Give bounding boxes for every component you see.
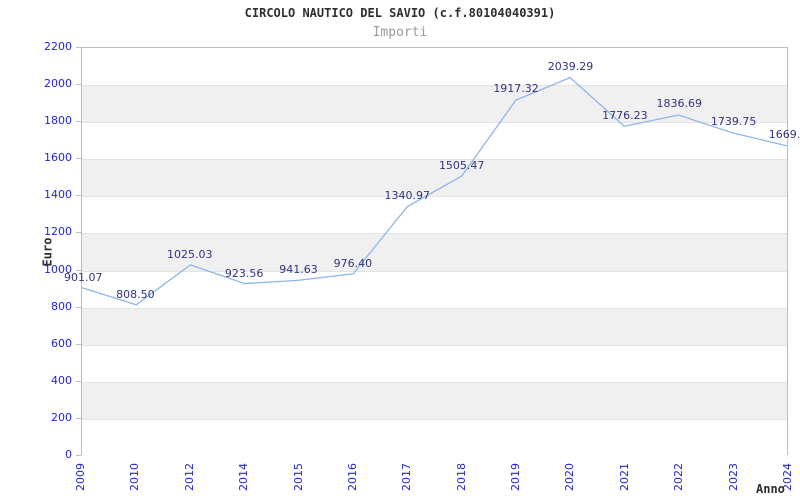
grid-band (82, 418, 787, 456)
data-point-label: 1776.23 (602, 108, 648, 122)
line-series-svg (81, 76, 788, 306)
y-tick-mark (76, 417, 81, 419)
grid-band (82, 381, 787, 419)
data-point-label: 901.07 (64, 270, 103, 284)
x-tick-label: 2024 (781, 463, 794, 491)
grid-line (82, 85, 787, 87)
x-tick-label: 2022 (672, 463, 686, 491)
plot-area (81, 47, 788, 456)
data-point-label: 1340.97 (384, 189, 431, 203)
grid-band (82, 196, 787, 234)
grid-line (82, 122, 787, 124)
data-point-label: 941.63 (279, 263, 318, 277)
data-point-label: 1505.47 (438, 158, 485, 172)
x-tick-label: 2023 (726, 463, 740, 491)
y-tick-mark (76, 269, 81, 271)
y-tick-mark (76, 47, 81, 48)
data-point-label: 808.50 (116, 288, 155, 302)
data-point-label: 923.56 (224, 266, 264, 280)
grid-line (82, 196, 787, 198)
y-tick-mark (76, 158, 81, 160)
x-tick-label: 2015 (291, 463, 305, 491)
grid-line (82, 233, 787, 235)
chart-title: CIRCOLO NAUTICO DEL SAVIO (c.f.801040403… (244, 6, 556, 20)
data-point-label: 1836.69 (656, 97, 702, 111)
x-axis-title: Anno (756, 482, 785, 496)
data-point-label: 1917.32 (493, 82, 539, 96)
y-tick-mark (76, 306, 81, 308)
y-tick-label: 1800 (44, 114, 72, 128)
chart-subtitle: Importi (372, 25, 428, 40)
y-tick-label: 2000 (44, 77, 72, 91)
x-tick-label: 2021 (617, 463, 631, 491)
y-tick-mark (76, 232, 81, 234)
y-tick-mark (76, 195, 81, 197)
grid-line (82, 307, 787, 309)
y-tick-mark (76, 380, 81, 382)
y-tick-label: 1600 (44, 151, 72, 165)
y-tick-mark (76, 455, 81, 456)
x-tick-label: 2014 (237, 463, 251, 491)
x-tick-label: 2009 (74, 463, 87, 491)
y-tick-label: 2200 (44, 40, 72, 53)
x-tick-label: 2018 (454, 463, 468, 491)
y-tick-label: 0 (65, 448, 72, 461)
x-tick-label: 2017 (400, 463, 414, 491)
y-tick-label: 400 (51, 373, 72, 387)
data-point-label: 2039.29 (547, 59, 594, 73)
grid-band (82, 122, 787, 160)
grid-band (82, 233, 787, 271)
x-tick-label: 2012 (182, 463, 196, 491)
x-tick-label: 2019 (509, 463, 523, 491)
data-point-label: 976.40 (333, 256, 373, 270)
grid-line (82, 270, 787, 272)
grid-band (82, 270, 787, 308)
x-tick-label: 2020 (563, 463, 577, 491)
data-point-label: 1025.03 (167, 247, 213, 261)
y-tick-label: 1400 (44, 188, 72, 202)
y-tick-mark (76, 84, 81, 86)
y-tick-label: 200 (51, 410, 72, 424)
y-tick-mark (76, 121, 81, 123)
grid-line (82, 418, 787, 420)
y-tick-mark (76, 343, 81, 345)
y-tick-label: 600 (51, 336, 72, 350)
grid-band (82, 48, 787, 86)
line-series (81, 76, 788, 306)
y-tick-label: 1200 (44, 225, 72, 239)
y-tick-label: 800 (51, 299, 72, 313)
grid-line (82, 159, 787, 161)
data-point-label: 1669.9 (768, 128, 800, 142)
grid-band (82, 159, 787, 197)
y-tick-label: 1000 (44, 262, 72, 276)
grid-band (82, 307, 787, 345)
x-tick-label: 2010 (128, 463, 142, 491)
grid-line (82, 381, 787, 383)
x-tick-label: 2016 (345, 463, 359, 491)
grid-band (82, 85, 787, 123)
data-point-label: 1739.75 (710, 115, 757, 129)
grid-band (82, 344, 787, 382)
grid-line (82, 344, 787, 346)
